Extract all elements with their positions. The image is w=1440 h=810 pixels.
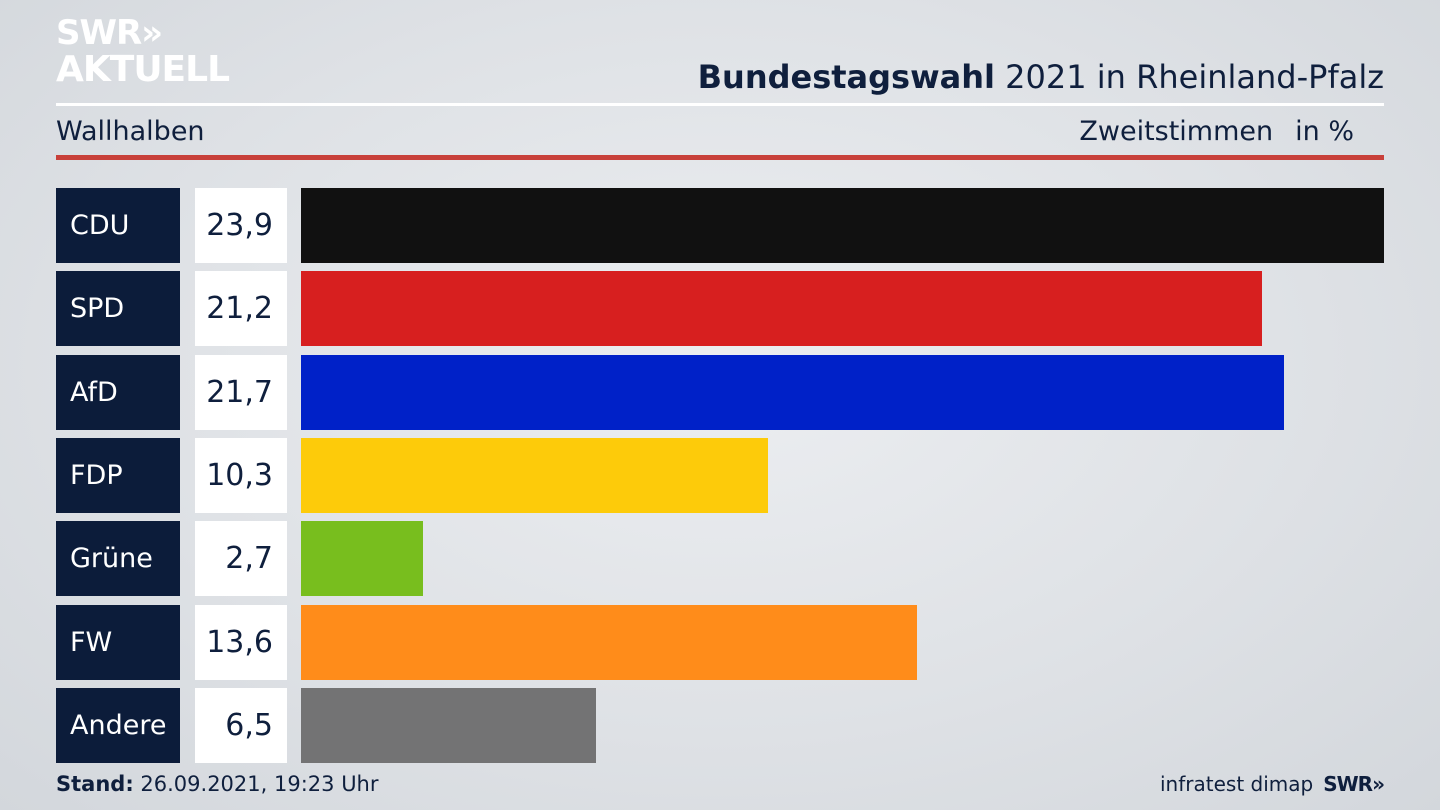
chart-title: Bundestagswahl 2021 in Rheinland-Pfalz bbox=[698, 58, 1384, 96]
party-label: FDP bbox=[56, 437, 180, 513]
value-label: 6,5 bbox=[195, 687, 287, 763]
bar-row: CDU 23,9 bbox=[56, 188, 1384, 263]
party-label: FW bbox=[56, 604, 180, 680]
party-label: Andere bbox=[56, 687, 180, 763]
title-bold: Bundestagswahl bbox=[697, 58, 995, 96]
bar bbox=[301, 437, 768, 513]
bar-row: AfD 21,7 bbox=[56, 354, 1384, 430]
value-label: 21,2 bbox=[195, 271, 287, 347]
unit-label-text: Zweitstimmen bbox=[1079, 116, 1274, 147]
swr-aktuell-logo: SWR» AKTUELL bbox=[56, 13, 230, 90]
title-rest: 2021 in Rheinland-Pfalz bbox=[1005, 58, 1384, 96]
bar bbox=[301, 687, 596, 763]
value-label: 10,3 bbox=[195, 437, 287, 513]
logo-aktuell-text: AKTUELL bbox=[56, 49, 230, 90]
value-label: 23,9 bbox=[195, 188, 287, 263]
bar bbox=[301, 271, 1262, 347]
header-accent-line bbox=[56, 155, 1384, 160]
chart-subtitle: Wallhalben bbox=[56, 116, 205, 147]
bar-row: Grüne 2,7 bbox=[56, 521, 1384, 597]
value-label: 21,7 bbox=[195, 354, 287, 430]
bar-row: FDP 10,3 bbox=[56, 437, 1384, 513]
bar-row: Andere 6,5 bbox=[56, 687, 1384, 763]
bar bbox=[301, 354, 1285, 430]
header-divider bbox=[56, 103, 1384, 106]
footer-stand: Stand: 26.09.2021, 19:23 Uhr bbox=[56, 772, 379, 796]
unit-text: in % bbox=[1295, 116, 1354, 147]
bar bbox=[301, 604, 918, 680]
party-label: SPD bbox=[56, 271, 180, 347]
stand-value: 26.09.2021, 19:23 Uhr bbox=[140, 772, 379, 796]
unit-label: Zweitstimmen in % bbox=[1079, 116, 1354, 147]
logo-swr-text: SWR bbox=[56, 13, 142, 53]
bar bbox=[301, 188, 1384, 263]
footer-source: infratest dimap SWR» bbox=[1160, 772, 1385, 796]
party-label: Grüne bbox=[56, 521, 180, 597]
party-label: AfD bbox=[56, 354, 180, 430]
bar-row: SPD 21,2 bbox=[56, 271, 1384, 347]
bar bbox=[301, 521, 424, 597]
stand-label: Stand: bbox=[56, 772, 134, 796]
logo-arrows-icon: » bbox=[141, 13, 163, 53]
party-label: CDU bbox=[56, 188, 180, 263]
value-label: 2,7 bbox=[195, 521, 287, 597]
bar-row: FW 13,6 bbox=[56, 604, 1384, 680]
source-text: infratest dimap bbox=[1160, 772, 1314, 796]
footer-swr-logo: SWR» bbox=[1323, 772, 1385, 796]
value-label: 13,6 bbox=[195, 604, 287, 680]
